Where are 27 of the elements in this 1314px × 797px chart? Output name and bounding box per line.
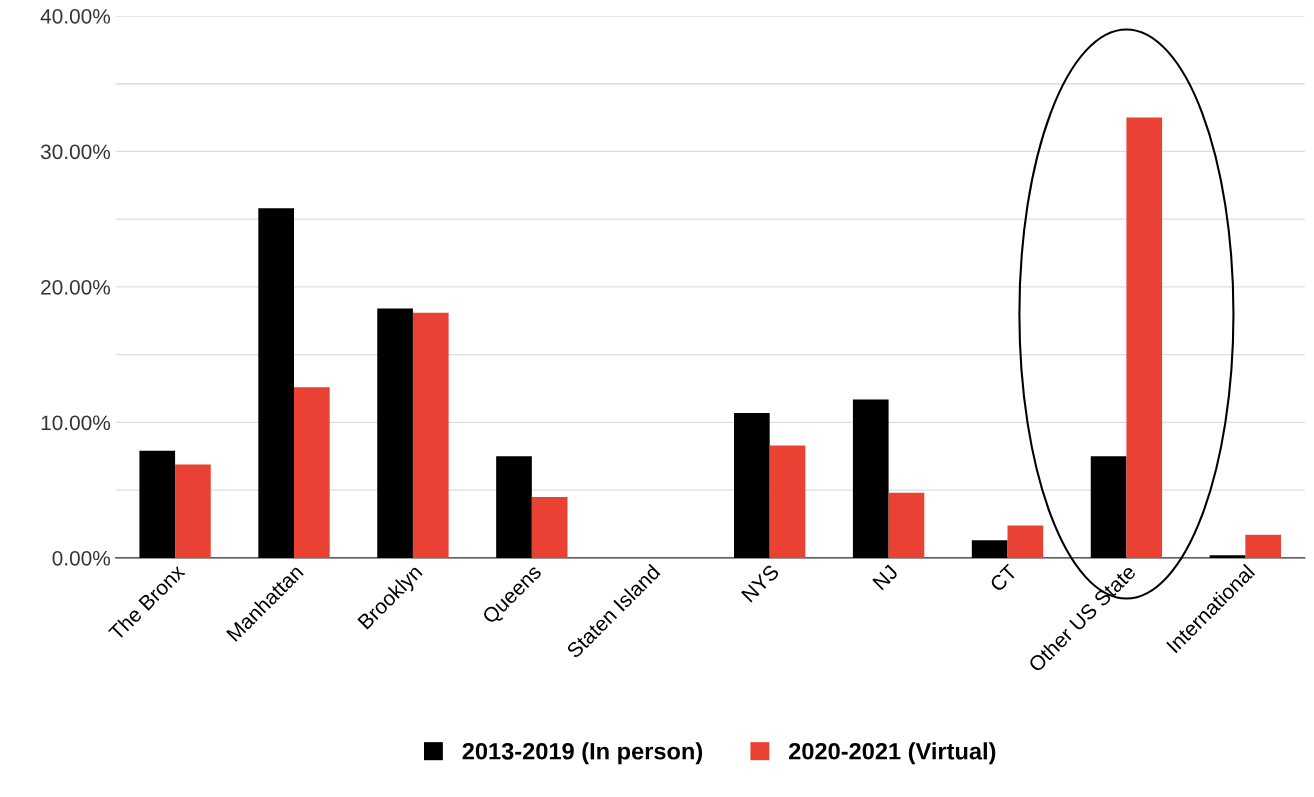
bar bbox=[258, 208, 295, 558]
bar bbox=[1090, 456, 1127, 558]
legend-label: 2013-2019 (In person) bbox=[462, 742, 703, 765]
bar bbox=[1245, 534, 1282, 558]
bar bbox=[377, 308, 413, 558]
bar bbox=[852, 399, 889, 558]
bar bbox=[769, 445, 806, 558]
bar bbox=[139, 450, 176, 558]
y-tick-label: 10.00% bbox=[41, 415, 111, 431]
bar bbox=[734, 412, 770, 558]
bar bbox=[971, 540, 1008, 558]
bar bbox=[1007, 525, 1044, 558]
bar bbox=[294, 387, 330, 558]
bar bbox=[888, 492, 925, 558]
bar bbox=[412, 312, 449, 558]
legend-label: 2020-2021 (Virtual) bbox=[789, 742, 996, 765]
y-tick-label: 20.00% bbox=[41, 279, 111, 295]
y-tick-label: 40.00% bbox=[40, 8, 111, 24]
bar bbox=[1209, 555, 1246, 558]
y-tick-label: 30.00% bbox=[40, 144, 111, 160]
bar bbox=[531, 496, 568, 558]
y-tick-label: 0.00% bbox=[52, 550, 111, 566]
bar bbox=[175, 464, 211, 558]
bar bbox=[1126, 117, 1163, 558]
bar bbox=[496, 456, 532, 558]
x-tick-label: NJ bbox=[872, 564, 899, 591]
x-tick-label: CT bbox=[989, 563, 1018, 593]
